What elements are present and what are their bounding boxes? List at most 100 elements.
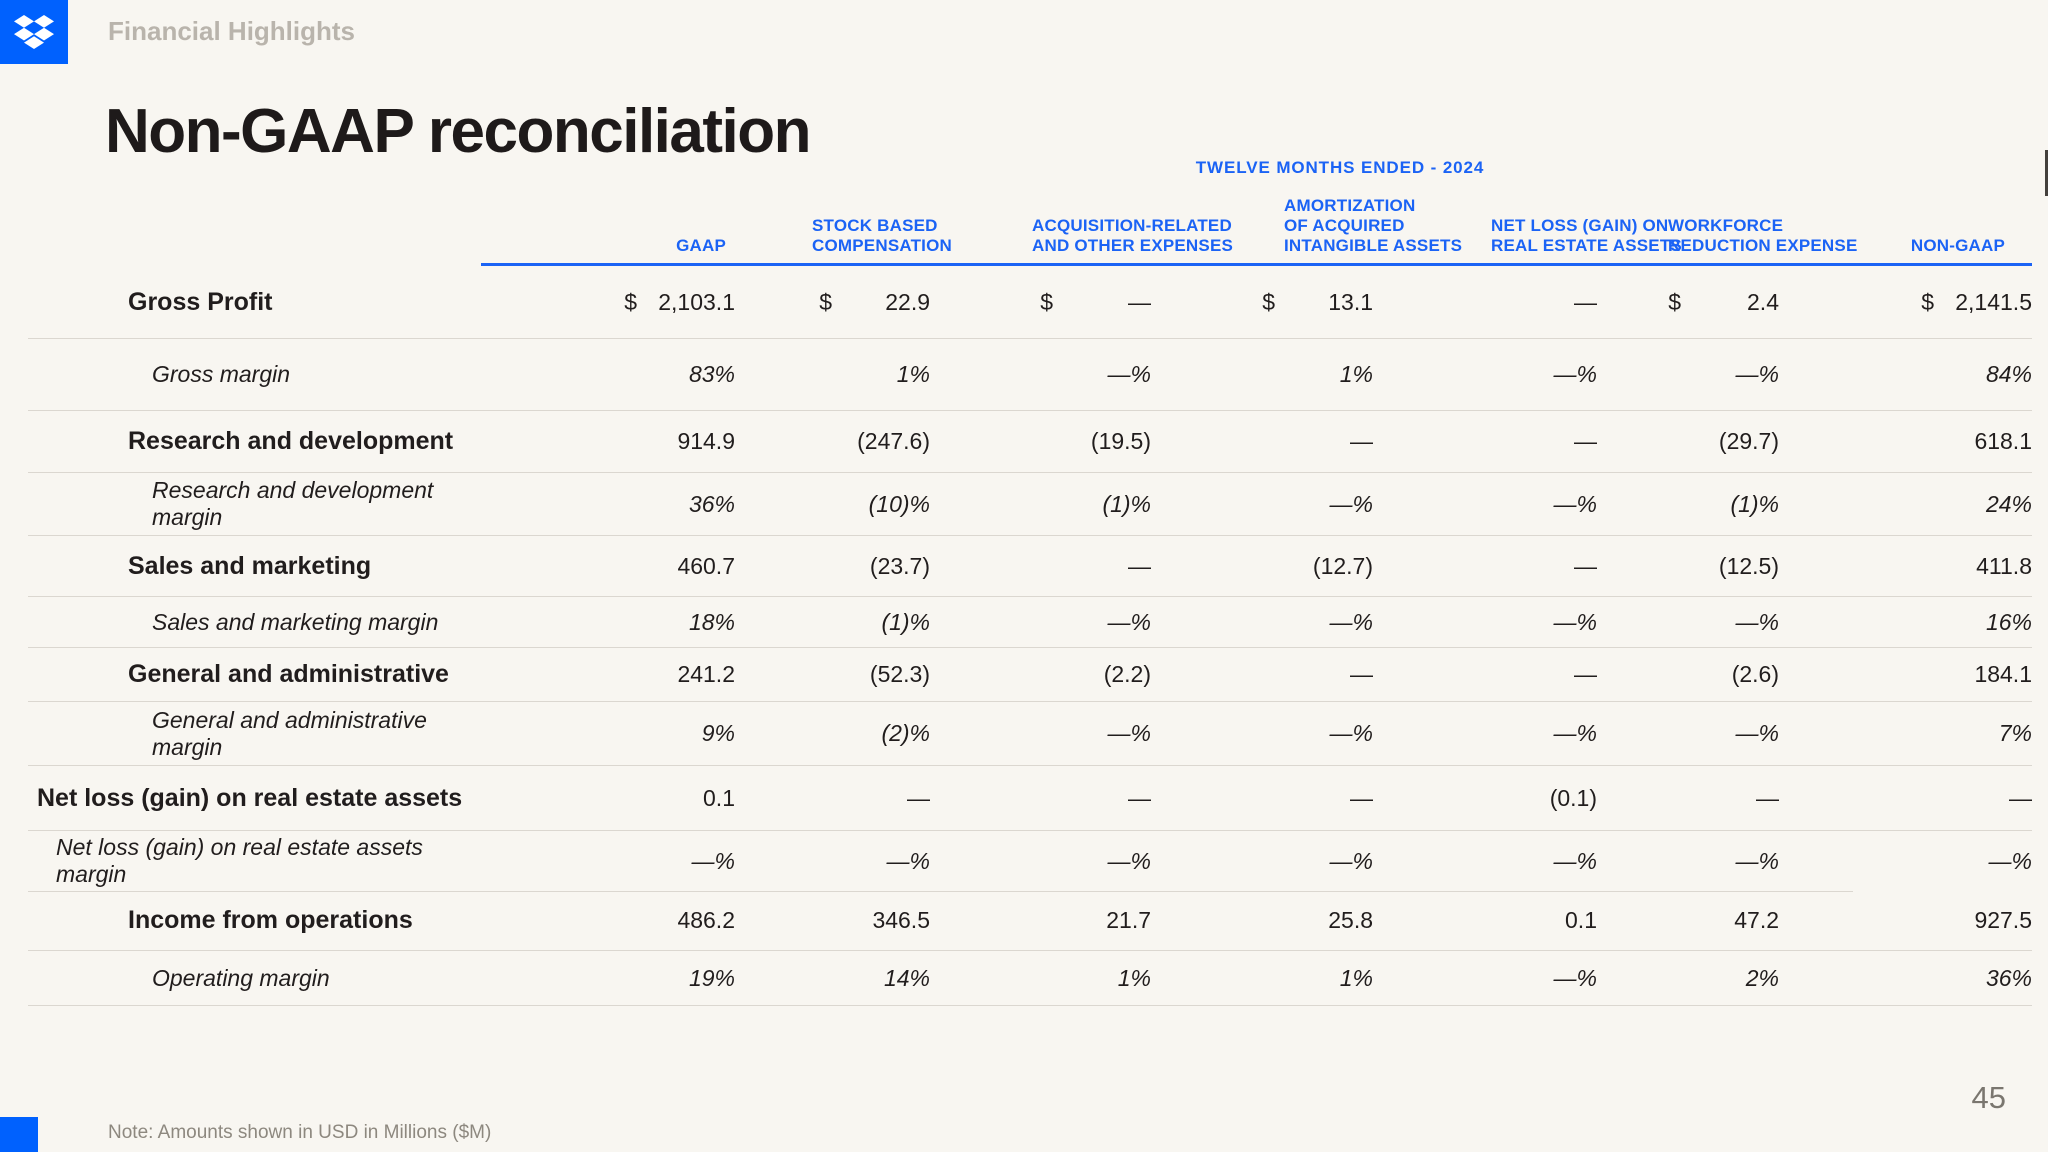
table-cell: —% [1151,609,1373,636]
column-header-line: ACQUISITION-RELATED [1032,216,1232,235]
cell-value: —% [886,847,930,874]
table-cell: — [1151,785,1373,812]
table-cell: 618.1 [1779,428,2032,455]
cell-value: 18% [688,608,735,635]
column-header-line: INTANGIBLE ASSETS [1284,236,1463,255]
cell-value: 36% [688,490,735,517]
row-label: Income from operations [128,906,413,934]
cell-value: (10)% [868,490,930,517]
table-cell: (2)% [735,720,930,747]
table-cell: —% [1151,491,1373,518]
column-header: GAAP [676,236,726,256]
table-cell: (52.3) [735,661,930,688]
cell-value: 1% [896,361,930,387]
table-cell: —% [930,848,1151,875]
table-cell: —% [1597,720,1779,747]
cell-value: 2.4 [1747,288,1779,315]
cell-value: (12.7) [1312,552,1373,579]
cell-value: —% [1329,608,1373,635]
scrollbar-thumb[interactable] [2045,150,2048,196]
table-cell: — [1151,661,1373,688]
cell-value: —% [1107,608,1151,635]
table-cell: —% [1373,361,1597,388]
cell-value: 486.2 [677,907,735,933]
cell-value: 1% [1339,964,1373,991]
cell-value: 13.1 [1328,288,1373,315]
table-row: Income from operations 486.2 346.5 21.7 25.8… [28,891,2032,950]
cell-value: — [907,784,930,811]
column-header-line: GAAP [676,236,726,255]
page-number: 45 [1971,1080,2006,1115]
row-label: Gross Profit [128,287,273,316]
table-row: Sales and marketing margin 18% (1)% —% —% —% —… [28,596,2032,647]
short-divider [28,891,1853,892]
table-cell: —% [1373,848,1597,875]
currency-symbol: $ [1040,288,1053,315]
table-cell: 184.1 [1779,661,2032,688]
page-title: Non-GAAP reconciliation [105,97,812,166]
column-header-line: REDUCTION EXPENSE [1668,236,1858,255]
cell-value: — [1128,784,1151,811]
cell-value: —% [1329,847,1373,874]
cell-value: 22.9 [885,288,930,315]
column-header-line: COMPENSATION [812,236,952,255]
table-cell: 460.7 [481,553,735,580]
table-row: Gross margin 83% 1% —% 1% —% —% 84% [28,338,2032,410]
table-cell: (12.5) [1597,553,1779,580]
table-cell: —% [481,848,735,875]
currency-symbol: $ [624,288,637,315]
table-cell: 0.1 [481,785,735,812]
cell-value: 9% [701,720,735,746]
cell-value: —% [1329,720,1373,746]
cell-value: 618.1 [1974,428,2032,454]
cell-value: (2.6) [1731,661,1779,687]
cell-value: (12.5) [1718,552,1779,579]
table-cell: (1)% [930,491,1151,518]
cell-value: 927.5 [1974,907,2032,933]
corner-brand-square [0,1117,38,1152]
table-cell: (1)% [1597,491,1779,518]
row-label: Research and development [128,427,454,455]
table-cell: 21.7 [930,907,1151,934]
table-cell: $2,141.5 [1779,289,2032,316]
column-header-line: REAL ESTATE ASSETS [1491,236,1682,255]
table-column-headers: GAAP STOCK BASED COMPENSATION ACQUISITION-R… [28,140,2032,262]
cell-value: 16% [1985,608,2032,635]
cell-value: 7% [1998,720,2032,746]
dropbox-icon [14,15,54,49]
cell-value: 1% [1339,361,1373,387]
table-cell: 2% [1597,965,1779,992]
table-cell: (2.2) [930,661,1151,688]
table-cell: $2,103.1 [481,289,735,316]
dropbox-logo [0,0,68,64]
cell-value: (52.3) [869,661,930,687]
table-cell: — [1373,661,1597,688]
cell-value: —% [1329,490,1373,517]
table-cell: (1)% [735,609,930,636]
table-cell: $13.1 [1151,289,1373,316]
table-cell: 1% [1151,965,1373,992]
cell-value: —% [1988,847,2032,874]
table-row: General and administrative margin 9% (2)% —… [28,701,2032,765]
table-row: Research and development margin 36% (10)% (… [28,472,2032,535]
row-label: Sales and marketing margin [152,608,439,635]
cell-value: —% [691,847,735,874]
row-label: General and administrative [128,660,449,688]
table-cell: — [735,785,930,812]
table-row: General and administrative 241.2 (52.3) (2.… [28,647,2032,701]
table-cell: —% [1373,609,1597,636]
column-header-line: AMORTIZATION [1284,196,1416,215]
cell-value: —% [1553,608,1597,635]
table-cell: 7% [1779,720,2032,747]
cell-value: 21.7 [1106,907,1151,933]
cell-value: —% [1735,361,1779,387]
table-cell: 914.9 [481,428,735,455]
table-cell: —% [1373,491,1597,518]
cell-value: 14% [883,964,930,991]
table-cell: (23.7) [735,553,930,580]
table-cell: 411.8 [1779,553,2032,580]
table-cell: —% [1597,848,1779,875]
table-cell: 25.8 [1151,907,1373,934]
header-rule [481,263,2032,266]
